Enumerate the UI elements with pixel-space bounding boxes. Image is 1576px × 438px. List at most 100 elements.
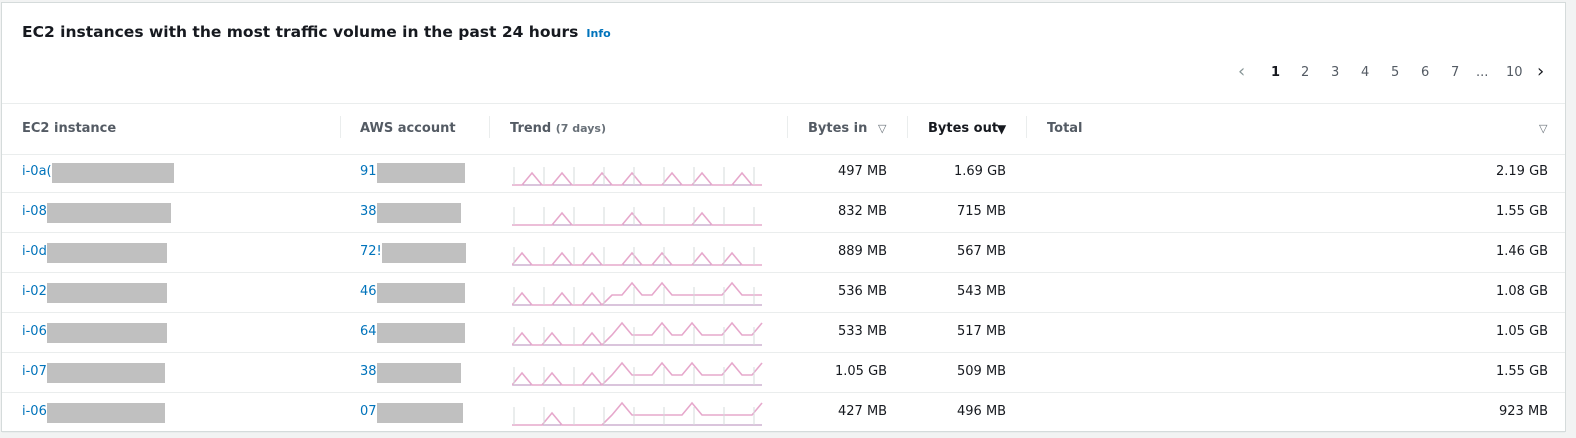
bytes-out: 715 MB: [957, 204, 1007, 219]
instance-link[interactable]: i-02: [22, 284, 47, 299]
page-number[interactable]: 2: [1301, 65, 1310, 80]
redaction: [377, 283, 465, 303]
column-header[interactable]: Bytes out: [928, 121, 998, 136]
bytes-in: 536 MB: [838, 284, 888, 299]
panel: EC2 instances with the most traffic volu…: [1, 2, 1566, 433]
column-header: Trend (7 days): [510, 121, 606, 136]
account-link[interactable]: 07: [360, 404, 377, 419]
redaction: [377, 363, 461, 383]
page-number: ...: [1476, 65, 1489, 80]
bytes-in: 533 MB: [838, 324, 888, 339]
redaction: [377, 163, 465, 183]
prev-page[interactable]: ‹: [1238, 61, 1246, 82]
redaction: [47, 283, 167, 303]
account-link[interactable]: 64: [360, 324, 377, 339]
redaction: [47, 323, 167, 343]
table-row: [2, 313, 1565, 353]
redaction: [47, 363, 165, 383]
page-number[interactable]: 3: [1331, 65, 1340, 80]
redaction: [47, 203, 171, 223]
table-row: [2, 353, 1565, 393]
redaction: [377, 403, 463, 423]
bytes-in: 1.05 GB: [835, 364, 888, 379]
bytes-out: 496 MB: [957, 404, 1007, 419]
column-label: Total: [1047, 121, 1083, 136]
column-header[interactable]: Bytes in: [808, 121, 867, 136]
total: 2.19 GB: [1496, 164, 1549, 179]
trend-sparkline: [512, 361, 763, 387]
column-header: AWS account: [360, 121, 456, 136]
account-link[interactable]: 38: [360, 364, 377, 379]
total: 1.55 GB: [1496, 364, 1549, 379]
redaction: [47, 243, 167, 263]
instance-link[interactable]: i-08: [22, 204, 47, 219]
trend-sparkline: [512, 247, 762, 266]
bytes-out: 509 MB: [957, 364, 1007, 379]
page-number[interactable]: 7: [1451, 65, 1460, 80]
sort-icon[interactable]: ▼: [997, 122, 1007, 136]
table-row: [2, 273, 1565, 313]
page-number[interactable]: 10: [1506, 65, 1523, 80]
account-link[interactable]: 91: [360, 164, 377, 179]
account-link[interactable]: 46: [360, 284, 377, 299]
column-separator: [907, 116, 908, 138]
table-row: [2, 393, 1565, 433]
bytes-in: 832 MB: [838, 204, 888, 219]
column-header: EC2 instance: [22, 121, 116, 136]
next-page[interactable]: ›: [1537, 61, 1545, 82]
bytes-out: 517 MB: [957, 324, 1007, 339]
redaction: [47, 403, 165, 423]
column-label: Bytes in: [808, 121, 868, 136]
bytes-out: 543 MB: [957, 284, 1007, 299]
account-link[interactable]: 38: [360, 204, 377, 219]
total: 1.08 GB: [1496, 284, 1549, 299]
column-note: (7 days): [555, 122, 606, 135]
panel-title: EC2 instances with the most traffic volu…: [22, 23, 579, 41]
instance-link[interactable]: i-07: [22, 364, 47, 379]
bytes-in: 427 MB: [838, 404, 888, 419]
trend-sparkline: [512, 167, 762, 186]
trend-sparkline: [512, 401, 763, 426]
column-separator: [1026, 116, 1027, 138]
table-row: [2, 233, 1565, 273]
table-row: [2, 153, 1565, 193]
instance-link[interactable]: i-0a(: [22, 164, 52, 179]
trend-sparkline: [512, 321, 763, 347]
account-link[interactable]: 72!: [360, 244, 382, 259]
total: 1.05 GB: [1496, 324, 1549, 339]
instance-link[interactable]: i-06: [22, 404, 47, 419]
column-label: AWS account: [360, 121, 456, 136]
trend-sparkline: [512, 207, 762, 226]
bytes-out: 567 MB: [957, 244, 1007, 259]
total: 923 MB: [1499, 404, 1549, 419]
page-number[interactable]: 5: [1391, 65, 1400, 80]
sort-icon[interactable]: ▽: [878, 122, 887, 135]
column-header[interactable]: Total: [1047, 121, 1083, 136]
total: 1.46 GB: [1496, 244, 1549, 259]
column-separator: [787, 116, 788, 138]
panel-header: EC2 instances with the most traffic volu…: [22, 23, 611, 41]
column-label: Bytes out: [928, 121, 999, 136]
sort-icon[interactable]: ▽: [1539, 122, 1548, 135]
column-label: EC2 instance: [22, 121, 117, 136]
total: 1.55 GB: [1496, 204, 1549, 219]
column-separator: [489, 116, 490, 138]
page-number[interactable]: 4: [1361, 65, 1370, 80]
trend-sparkline: [512, 281, 762, 307]
instance-link[interactable]: i-06: [22, 324, 47, 339]
redaction: [377, 323, 465, 343]
info-link[interactable]: Info: [586, 27, 611, 40]
column-separator: [340, 116, 341, 138]
bytes-out: 1.69 GB: [954, 164, 1007, 179]
bytes-in: 889 MB: [838, 244, 888, 259]
page-number[interactable]: 1: [1271, 65, 1281, 80]
redaction: [377, 203, 461, 223]
table-header: [2, 103, 1565, 155]
bytes-in: 497 MB: [838, 164, 888, 179]
column-label: Trend: [510, 121, 552, 136]
instance-link[interactable]: i-0d: [22, 244, 47, 259]
redaction: [52, 163, 174, 183]
table-row: [2, 193, 1565, 233]
redaction: [382, 243, 466, 263]
page-number[interactable]: 6: [1421, 65, 1430, 80]
